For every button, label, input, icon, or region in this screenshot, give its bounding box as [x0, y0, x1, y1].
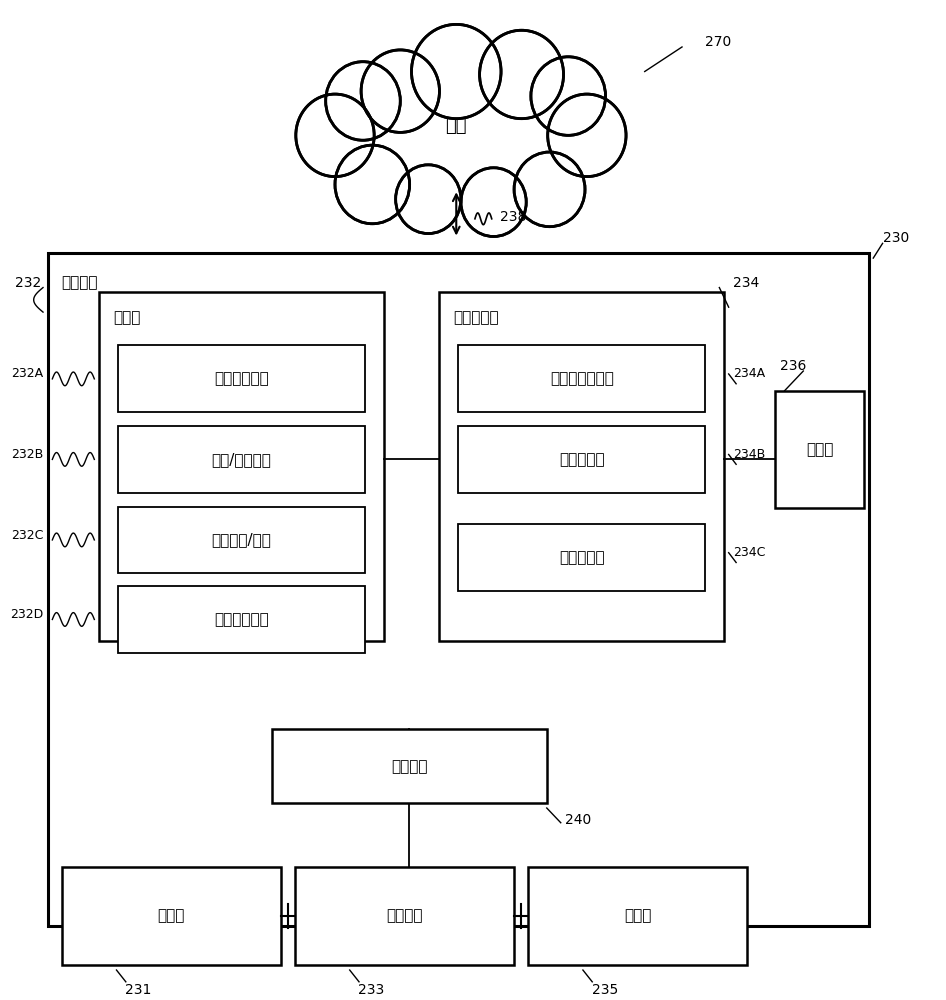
Text: 238: 238: [500, 210, 527, 224]
Text: 处理器: 处理器: [806, 442, 833, 457]
Circle shape: [395, 165, 461, 234]
Bar: [47, 253, 868, 926]
Bar: [295, 867, 514, 965]
Text: 231: 231: [125, 983, 151, 997]
Circle shape: [296, 94, 375, 177]
Bar: [458, 524, 706, 591]
Text: 270: 270: [706, 35, 731, 49]
Circle shape: [412, 24, 501, 119]
Circle shape: [531, 57, 605, 135]
Text: 任务数据库: 任务数据库: [559, 550, 604, 565]
Text: 240: 240: [566, 813, 591, 827]
Text: 232B: 232B: [10, 448, 43, 461]
Text: 网络: 网络: [446, 117, 467, 135]
Circle shape: [461, 168, 526, 236]
Circle shape: [335, 145, 410, 224]
Circle shape: [480, 30, 564, 119]
Circle shape: [359, 32, 554, 238]
Text: 接收站: 接收站: [158, 909, 185, 924]
Bar: [117, 586, 365, 653]
Text: 分配站: 分配站: [624, 909, 652, 924]
Text: 233: 233: [359, 983, 385, 997]
Bar: [117, 426, 365, 493]
Circle shape: [514, 152, 585, 227]
Text: 230: 230: [883, 231, 909, 245]
Text: 控制器编程器: 控制器编程器: [214, 612, 269, 627]
Text: 232C: 232C: [10, 529, 43, 542]
Text: 视觉图案数据库: 视觉图案数据库: [550, 371, 614, 386]
Bar: [440, 292, 724, 641]
Text: 成像装置: 成像装置: [391, 759, 428, 774]
Bar: [61, 867, 281, 965]
Text: 意图/情境解释: 意图/情境解释: [211, 452, 272, 467]
Text: 234: 234: [733, 276, 760, 290]
Text: 存储区域: 存储区域: [386, 909, 423, 924]
Circle shape: [325, 62, 400, 140]
Bar: [117, 345, 365, 412]
Text: 234A: 234A: [733, 367, 765, 380]
Text: 234C: 234C: [733, 546, 765, 559]
Text: 235: 235: [591, 983, 618, 997]
Text: 232A: 232A: [11, 367, 43, 380]
Text: 履行中心: 履行中心: [61, 275, 98, 290]
Circle shape: [361, 50, 440, 132]
Text: 232: 232: [15, 276, 42, 290]
Text: 232D: 232D: [9, 608, 43, 621]
Text: 236: 236: [780, 359, 806, 373]
Text: 数据存储体: 数据存储体: [453, 310, 499, 325]
Bar: [458, 426, 706, 493]
Bar: [117, 507, 365, 573]
Text: 234B: 234B: [733, 448, 765, 461]
Text: 视觉图案辨识: 视觉图案辨识: [214, 371, 269, 386]
Bar: [99, 292, 383, 641]
Text: 语义数据库: 语义数据库: [559, 452, 604, 467]
Bar: [528, 867, 747, 965]
Circle shape: [548, 94, 626, 177]
Text: 任务调度/执行: 任务调度/执行: [211, 532, 272, 547]
Bar: [458, 345, 706, 412]
Text: 服务器: 服务器: [113, 310, 140, 325]
Bar: [776, 391, 864, 508]
Bar: [272, 729, 547, 803]
